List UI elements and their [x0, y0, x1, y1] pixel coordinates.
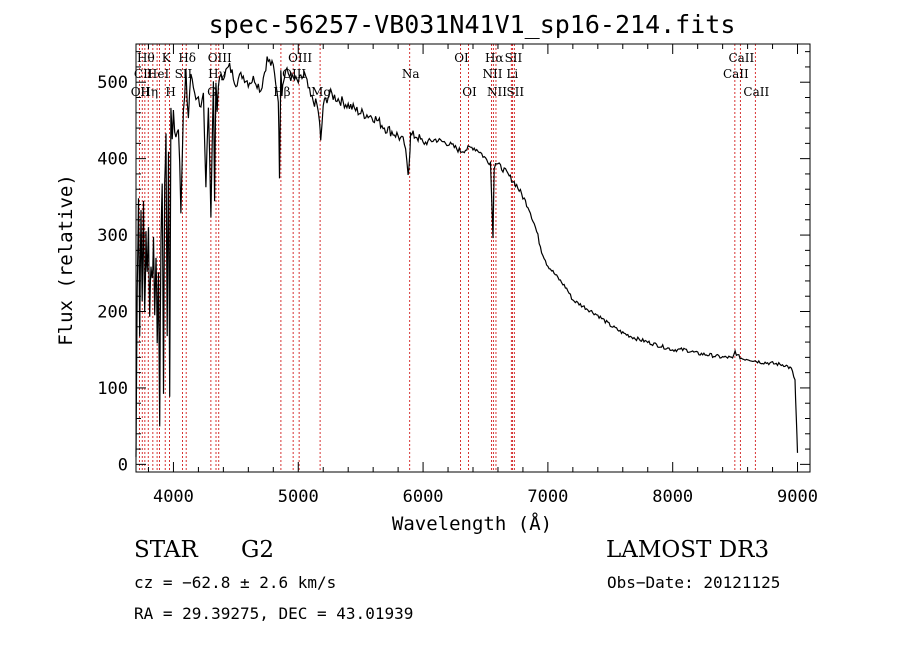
spectral-subclass: G2	[241, 537, 275, 563]
line-label-hδ: Hδ	[178, 51, 196, 65]
line-label-g: G	[207, 85, 217, 99]
line-label-caii: CaII	[728, 51, 754, 65]
line-label-nii: NII	[482, 67, 502, 81]
line-label-hη: Hη	[140, 85, 158, 99]
line-label-sii: SII	[505, 51, 523, 65]
x-tick-label: 8000	[652, 487, 693, 507]
line-label-hθ: Hθ	[137, 51, 155, 65]
x-tick-label: 6000	[403, 487, 444, 507]
y-tick-label: 0	[118, 455, 128, 475]
object-class: STAR	[134, 537, 198, 563]
y-tick-label: 300	[97, 226, 128, 246]
x-tick-label: 7000	[527, 487, 568, 507]
line-label-oi: OI	[454, 51, 469, 65]
line-label-oi: OI	[462, 85, 477, 99]
line-label-hα: Hα	[485, 51, 504, 65]
line-label-cii: CII	[134, 67, 153, 81]
line-label-oiii: OIII	[208, 51, 232, 65]
line-markers	[138, 44, 756, 472]
x-axis: 4000 5000 6000 7000 8000 9000	[147, 44, 818, 507]
line-label-sii: SII	[175, 67, 193, 81]
line-label-na: Na	[402, 67, 420, 81]
line-label-oiii: OIII	[288, 51, 312, 65]
x-tick-label: 4000	[153, 487, 194, 507]
y-axis: 0 100 200 300 400 500	[97, 51, 810, 475]
line-label-hei: HeI	[147, 67, 170, 81]
line-label-nii: NII	[487, 85, 507, 99]
line-label-caii: CaII	[723, 67, 749, 81]
plot-frame	[135, 43, 811, 473]
x-tick-label: 9000	[777, 487, 818, 507]
y-tick-label: 200	[97, 303, 128, 323]
line-label-caii: CaII	[743, 85, 769, 99]
observation-date: Obs−Date: 20121125	[607, 573, 781, 592]
y-tick-label: 500	[97, 73, 128, 93]
chart-title: spec-56257-VB031N41V1_sp16-214.fits	[209, 10, 736, 39]
x-tick-label: 5000	[278, 487, 319, 507]
y-tick-label: 100	[97, 379, 128, 399]
line-label-sii: SII	[506, 85, 524, 99]
spectrum-line	[135, 56, 799, 457]
survey-name: LAMOST DR3	[606, 537, 770, 563]
line-label-mg: Mg	[311, 85, 331, 99]
line-label-k: K	[162, 51, 172, 65]
coordinates: RA = 29.39275, DEC = 43.01939	[134, 604, 414, 623]
redshift-value: cz = −62.8 ± 2.6 km/s	[134, 573, 337, 592]
y-axis-label: Flux (relative)	[55, 174, 77, 346]
y-tick-label: 400	[97, 150, 128, 170]
x-axis-label: Wavelength (Å)	[392, 512, 552, 535]
line-label-h: H	[165, 85, 175, 99]
line-label-li: Li	[506, 67, 518, 81]
